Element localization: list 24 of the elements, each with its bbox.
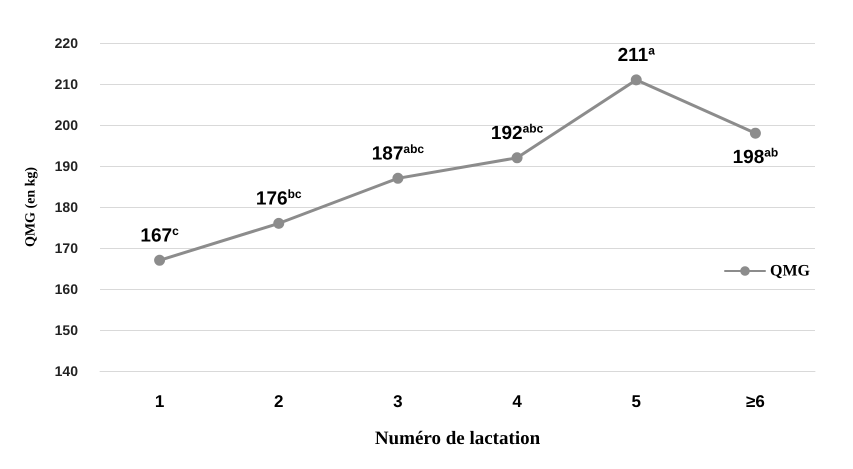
y-tick-label: 210 — [54, 76, 78, 92]
y-tick-label: 190 — [54, 158, 78, 174]
y-tick-label: 150 — [54, 322, 78, 338]
x-tick-label: ≥6 — [746, 392, 765, 411]
y-tick-label: 220 — [54, 35, 78, 51]
point — [154, 254, 166, 266]
x-tick-label: 1 — [154, 392, 164, 411]
y-tick-label: 180 — [54, 199, 78, 215]
y-tick-label: 140 — [54, 363, 78, 379]
y-tick-label: 170 — [54, 240, 78, 256]
point — [512, 152, 523, 164]
x-tick-label: 3 — [393, 392, 403, 411]
point — [750, 128, 761, 139]
legend-label: QMG — [770, 262, 811, 280]
x-axis-title: Numéro de lactation — [374, 428, 541, 449]
y-tick-label: 200 — [54, 117, 78, 133]
point — [630, 74, 642, 86]
x-tick-label: 4 — [512, 392, 522, 411]
y-axis-title: QMG (en kg) — [24, 166, 38, 248]
x-tick-label: 2 — [274, 392, 284, 411]
point — [273, 218, 284, 229]
point — [392, 172, 404, 184]
x-tick-label: 5 — [632, 392, 641, 411]
y-tick-label: 160 — [54, 281, 78, 297]
